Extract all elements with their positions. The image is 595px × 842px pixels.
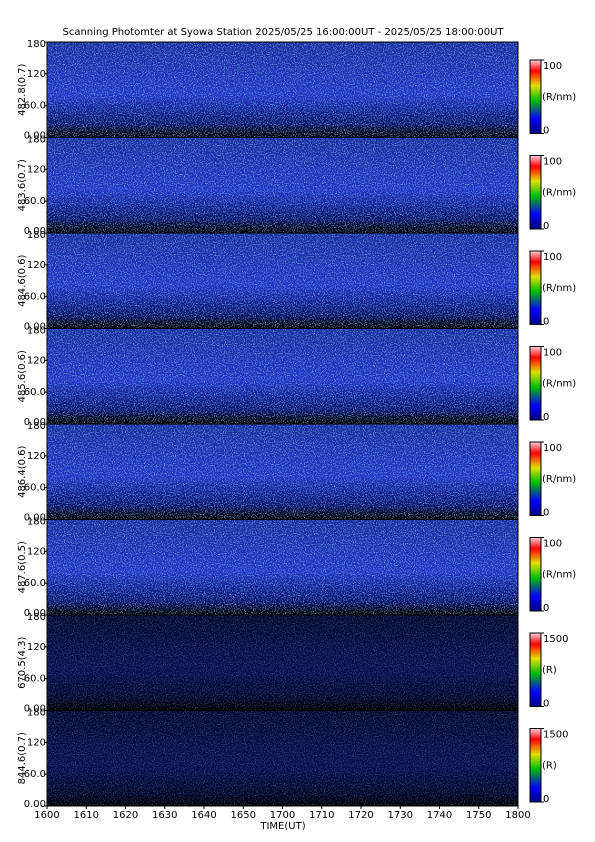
colorbar-tick-label: 0 — [543, 221, 549, 232]
y-tick-label: 0.00 — [24, 417, 46, 428]
y-axis-label: 483.6(0.7) — [17, 159, 28, 211]
y-tick-label: 120 — [27, 69, 46, 80]
x-tick-label: 1710 — [309, 810, 334, 821]
colorbar-unit: (R) — [542, 760, 557, 771]
x-tick-label: 1700 — [270, 810, 295, 821]
colorbar-tick-label: 1500 — [543, 634, 568, 645]
y-tick-label: 60.0 — [24, 292, 46, 303]
y-tick-label: 180 — [27, 230, 46, 241]
heatmap-noise — [47, 710, 518, 806]
heatmap-noise — [47, 42, 518, 138]
y-tick-label: 0.00 — [24, 131, 46, 142]
heatmap-noise — [47, 137, 518, 233]
x-tick-label: 1750 — [466, 810, 491, 821]
colorbar — [529, 155, 542, 230]
x-tick-label: 1640 — [191, 810, 216, 821]
colorbar-unit: (R/nm) — [542, 378, 576, 389]
colorbar-unit: (R/nm) — [542, 569, 576, 580]
x-tick-label: 1610 — [74, 810, 99, 821]
y-tick-label: 60.0 — [24, 578, 46, 589]
y-tick-label: 180 — [27, 326, 46, 337]
colorbar — [529, 59, 542, 134]
x-tick-label: 1600 — [34, 810, 59, 821]
y-tick-label: 0.00 — [24, 322, 46, 333]
y-tick-label: 180 — [27, 135, 46, 146]
colorbar-unit: (R/nm) — [542, 283, 576, 294]
colorbar-tick-label: 100 — [543, 539, 562, 550]
heatmap-noise — [47, 233, 518, 329]
colorbar-tick-label: 100 — [543, 443, 562, 454]
y-tick-label: 60.0 — [24, 483, 46, 494]
y-axis-label: 485.6(0.6) — [17, 350, 28, 402]
heatmap-noise — [47, 328, 518, 424]
colorbar-tick-label: 1500 — [543, 730, 568, 741]
colorbar-unit: (R/nm) — [542, 92, 576, 103]
colorbar — [529, 728, 542, 803]
y-tick-label: 120 — [27, 546, 46, 557]
y-tick-label: 180 — [27, 421, 46, 432]
colorbar-tick-label: 0 — [543, 794, 549, 805]
chart-title: Scanning Photomter at Syowa Station 2025… — [62, 27, 504, 38]
y-tick-label: 180 — [27, 708, 46, 719]
y-tick-label: 180 — [27, 612, 46, 623]
x-tick-label: 1740 — [427, 810, 452, 821]
y-tick-label: 0.00 — [24, 513, 46, 524]
y-tick-label: 120 — [27, 451, 46, 462]
y-tick-label: 120 — [27, 260, 46, 271]
heatmap-noise — [47, 424, 518, 520]
colorbar — [529, 632, 542, 707]
y-tick-label: 120 — [27, 355, 46, 366]
x-tick-label: 1650 — [231, 810, 256, 821]
y-tick-label: 180 — [27, 39, 46, 50]
colorbar-tick-label: 100 — [543, 61, 562, 72]
x-tick-label: 1720 — [348, 810, 373, 821]
y-tick-label: 120 — [27, 737, 46, 748]
y-tick-label: 60.0 — [24, 387, 46, 398]
y-tick-label: 60.0 — [24, 769, 46, 780]
x-axis-label: TIME(UT) — [259, 821, 305, 832]
heatmap-noise — [47, 615, 518, 711]
colorbar-unit: (R) — [542, 665, 557, 676]
colorbar-tick-label: 0 — [543, 699, 549, 710]
x-tick-label: 1620 — [113, 810, 138, 821]
y-axis-label: 482.8(0.7) — [17, 63, 28, 115]
x-tick-label: 1730 — [388, 810, 413, 821]
y-tick-label: 60.0 — [24, 101, 46, 112]
y-axis-label: 487.6(0.5) — [17, 541, 28, 593]
y-axis-label: 484.6(0.6) — [17, 254, 28, 306]
colorbar — [529, 441, 542, 516]
colorbar-unit: (R/nm) — [542, 474, 576, 485]
y-axis-label: 670.5(4.3) — [17, 636, 28, 688]
colorbar-unit: (R/nm) — [542, 187, 576, 198]
y-tick-label: 0.00 — [24, 226, 46, 237]
colorbar-tick-label: 0 — [543, 603, 549, 614]
colorbar-tick-label: 100 — [543, 252, 562, 263]
y-tick-label: 0.00 — [24, 704, 46, 715]
y-axis-label: 844.6(0.7) — [17, 732, 28, 784]
colorbar-tick-label: 0 — [543, 126, 549, 137]
colorbar-tick-label: 0 — [543, 508, 549, 519]
y-tick-label: 120 — [27, 164, 46, 175]
y-axis-label: 486.4(0.6) — [17, 445, 28, 497]
y-tick-label: 120 — [27, 642, 46, 653]
y-tick-label: 0.00 — [24, 608, 46, 619]
y-tick-label: 180 — [27, 517, 46, 528]
x-tick-label: 1800 — [505, 810, 530, 821]
colorbar-tick-label: 100 — [543, 348, 562, 359]
y-tick-label: 60.0 — [24, 674, 46, 685]
colorbar-tick-label: 0 — [543, 412, 549, 423]
heatmap-noise — [47, 519, 518, 615]
colorbar — [529, 346, 542, 421]
colorbar-tick-label: 100 — [543, 157, 562, 168]
y-tick-label: 0.00 — [24, 799, 46, 810]
colorbar-tick-label: 0 — [543, 317, 549, 328]
x-tick-label: 1630 — [152, 810, 177, 821]
y-tick-label: 60.0 — [24, 196, 46, 207]
colorbar — [529, 250, 542, 325]
colorbar — [529, 537, 542, 612]
